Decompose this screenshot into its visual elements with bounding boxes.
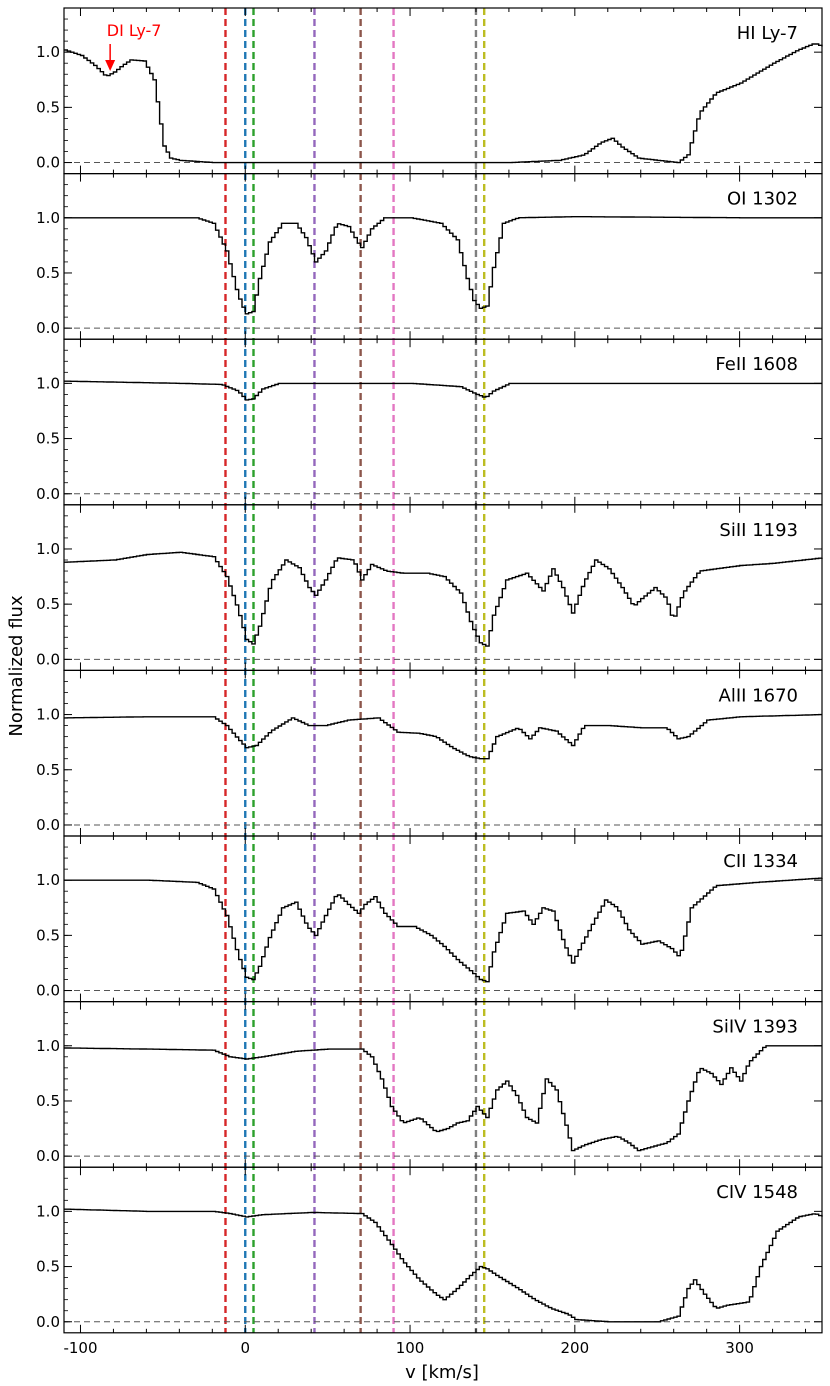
y-tick-label: 0.5 [36,926,60,944]
panel-frame [63,338,823,506]
panel-4: 0.0 0.5 1.0 AlII 1670 [36,669,823,837]
panel-5: 0.0 0.5 1.0 CII 1334 [36,835,823,1003]
panel-0: 0.0 0.5 1.0 HI Ly-7 [36,7,823,175]
y-tick-label: 0.5 [36,264,60,282]
y-tick-label: 1.0 [36,871,60,889]
x-tick-label: -100 [63,1339,97,1357]
y-tick-label: 0.0 [36,154,60,172]
annotation-group: DI Ly-7 [105,21,162,72]
panel-label: FeII 1608 [715,354,798,375]
y-tick-label: 0.5 [36,98,60,116]
panel-label: SiII 1193 [719,520,798,541]
y-tick-label: 1.0 [36,1037,60,1055]
y-tick-label: 1.0 [36,209,60,227]
spectrum-line [64,380,822,401]
panel-7: 0.0 0.5 1.0 CIV 1548 [36,1166,823,1334]
spectrum-line [64,1045,822,1152]
y-tick-label: 0.0 [36,982,60,1000]
panel-frame [63,1166,823,1334]
x-tick-label: 0 [240,1339,250,1357]
panel-1: 0.0 0.5 1.0 OI 1302 [36,173,823,340]
y-tick-label: 1.0 [36,1202,60,1220]
x-tick-label: 200 [561,1339,590,1357]
y-tick-label: 1.0 [36,706,60,724]
y-tick-label: 1.0 [36,374,60,392]
spectrum-line [64,877,823,983]
y-tick-label: 0.0 [36,650,60,668]
panels: 0.0 0.5 1.0 HI Ly-7 0.0 0.5 1.0 OI 1302 0.0 0.5 1.… [36,7,823,1334]
panel-frame [63,669,823,837]
panel-label: OI 1302 [727,189,798,210]
y-tick-label: 1.0 [36,43,60,61]
panel-label: AlII 1670 [719,685,798,706]
y-tick-label: 0.0 [36,816,60,834]
panel-frame [63,835,823,1003]
panel-3: 0.0 0.5 1.0 SiII 1193 [36,504,823,671]
panel-frame [63,504,823,671]
spectrum-line [64,43,823,164]
panel-label: HI Ly-7 [737,23,798,44]
x-tick-label: 300 [725,1339,754,1357]
y-tick-label: 0.5 [36,430,60,448]
y-tick-label: 0.5 [36,1258,60,1276]
panel-6: 0.0 0.5 1.0 SiIV 1393 [36,1000,823,1168]
y-axis-label: Normalized flux [6,595,27,737]
annotation-label: DI Ly-7 [107,21,162,40]
panel-frame [63,7,823,175]
y-tick-label: 0.0 [36,485,60,503]
y-tick-label: 0.5 [36,1092,60,1110]
y-tick-label: 0.5 [36,595,60,613]
annotation-arrow-head [105,60,116,72]
x-tick-labels: -100 0 100 200 300 [63,1339,753,1357]
x-tick-label: 100 [396,1339,425,1357]
spectrum-line [64,551,823,647]
panel-label: CII 1334 [723,851,798,872]
spectrum-line [64,713,822,760]
y-tick-label: 0.0 [36,319,60,337]
y-tick-label: 0.5 [36,761,60,779]
panel-label: SiIV 1393 [712,1017,798,1038]
spectrum-line [64,1208,823,1323]
spectrum-line [64,216,822,315]
y-tick-label: 1.0 [36,540,60,558]
panel-frame [63,1000,823,1168]
panel-label: CIV 1548 [716,1182,798,1203]
y-tick-label: 0.0 [36,1313,60,1331]
x-axis-label: v [km/s] [405,1362,479,1383]
panel-frame [63,173,823,340]
y-tick-label: 0.0 [36,1147,60,1165]
panel-2: 0.0 0.5 1.0 FeII 1608 [36,338,823,506]
